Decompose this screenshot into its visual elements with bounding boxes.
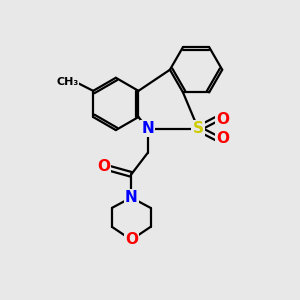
Text: O: O <box>217 112 230 127</box>
Text: N: N <box>125 190 138 205</box>
Text: O: O <box>97 159 110 174</box>
Text: N: N <box>141 121 154 136</box>
Text: CH₃: CH₃ <box>56 77 78 87</box>
Text: O: O <box>125 232 138 247</box>
Text: S: S <box>193 121 204 136</box>
Text: O: O <box>217 130 230 146</box>
